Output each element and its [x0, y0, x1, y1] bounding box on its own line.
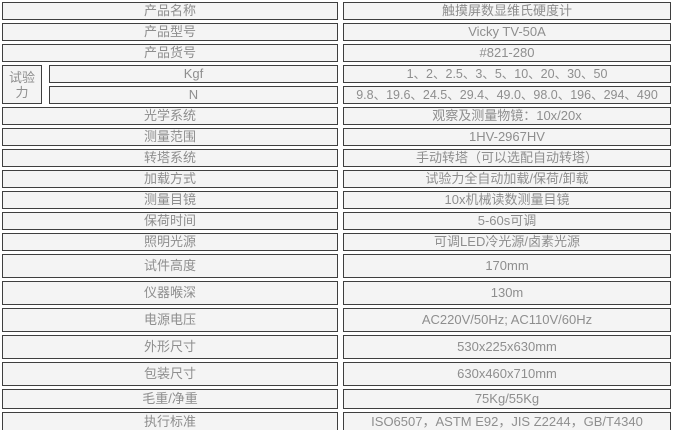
- spec-value: #821-280: [343, 44, 671, 62]
- test-force-group-label: 试验力: [2, 65, 42, 104]
- force-unit-label: Kgf: [49, 65, 338, 83]
- spec-value: 触摸屏数显维氏硬度计: [343, 2, 671, 20]
- spec-value: AC220V/50Hz; AC110V/60Hz: [343, 308, 671, 332]
- spec-row-weight: 毛重/净重 75Kg/55Kg: [2, 389, 671, 409]
- spec-label: 测量目镜: [2, 191, 338, 209]
- spec-label: 试件高度: [2, 254, 338, 278]
- spec-value: 可调LED冷光源/卤素光源: [343, 233, 671, 251]
- force-values: 1、2、2.5、3、5、10、20、30、50: [343, 65, 671, 83]
- spec-row-light-source: 照明光源 可调LED冷光源/卤素光源: [2, 233, 671, 251]
- spec-label: 电源电压: [2, 308, 338, 332]
- spec-row-specimen-height: 试件高度 170mm: [2, 254, 671, 278]
- spec-row-product-name: 产品名称 触摸屏数显维氏硬度计: [2, 2, 671, 20]
- spec-value: Vicky TV-50A: [343, 23, 671, 41]
- spec-value: 试验力全自动加载/保荷/卸载: [343, 170, 671, 188]
- spec-label: 产品型号: [2, 23, 338, 41]
- spec-row-item-number: 产品货号 #821-280: [2, 44, 671, 62]
- spec-value: 130m: [343, 281, 671, 305]
- spec-label: 外形尺寸: [2, 335, 338, 359]
- spec-row-standards: 执行标准 ISO6507，ASTM E92，JIS Z2244，GB/T4340: [2, 412, 671, 430]
- spec-value: 5-60s可调: [343, 212, 671, 230]
- spec-label: 保荷时间: [2, 212, 338, 230]
- spec-label: 测量范围: [2, 128, 338, 146]
- spec-row-power-supply: 电源电压 AC220V/50Hz; AC110V/60Hz: [2, 308, 671, 332]
- spec-value: 75Kg/55Kg: [343, 389, 671, 409]
- spec-row-throat-depth: 仪器喉深 130m: [2, 281, 671, 305]
- test-force-row-kgf: Kgf 1、2、2.5、3、5、10、20、30、50: [49, 65, 671, 83]
- spec-label: 包装尺寸: [2, 362, 338, 386]
- spec-row-measuring-eyepiece: 测量目镜 10x机械读数测量目镜: [2, 191, 671, 209]
- test-force-row-newton: N 9.8、19.6、24.5、29.4、49.0、98.0、196、294、4…: [49, 86, 671, 104]
- spec-value: 1HV-2967HV: [343, 128, 671, 146]
- spec-label: 产品货号: [2, 44, 338, 62]
- spec-label: 转塔系统: [2, 149, 338, 167]
- spec-value: 170mm: [343, 254, 671, 278]
- spec-row-model: 产品型号 Vicky TV-50A: [2, 23, 671, 41]
- spec-label: 毛重/净重: [2, 389, 338, 409]
- spec-row-packing-dimensions: 包装尺寸 630x460x710mm: [2, 362, 671, 386]
- spec-row-turret-system: 转塔系统 手动转塔（可以选配自动转塔）: [2, 149, 671, 167]
- spec-value: 10x机械读数测量目镜: [343, 191, 671, 209]
- spec-row-dwell-time: 保荷时间 5-60s可调: [2, 212, 671, 230]
- spec-label: 仪器喉深: [2, 281, 338, 305]
- force-unit-label: N: [49, 86, 338, 104]
- spec-label: 执行标准: [2, 412, 338, 430]
- force-values: 9.8、19.6、24.5、29.4、49.0、98.0、196、294、490: [343, 86, 671, 104]
- spec-row-measuring-range: 测量范围 1HV-2967HV: [2, 128, 671, 146]
- spec-row-outer-dimensions: 外形尺寸 530x225x630mm: [2, 335, 671, 359]
- spec-value: 530x225x630mm: [343, 335, 671, 359]
- test-force-rows: Kgf 1、2、2.5、3、5、10、20、30、50 N 9.8、19.6、2…: [49, 65, 671, 104]
- spec-value: ISO6507，ASTM E92，JIS Z2244，GB/T4340: [343, 412, 671, 430]
- spec-label: 光学系统: [2, 107, 338, 125]
- spec-value: 手动转塔（可以选配自动转塔）: [343, 149, 671, 167]
- spec-value: 630x460x710mm: [343, 362, 671, 386]
- spec-label: 加载方式: [2, 170, 338, 188]
- test-force-group: 试验力 Kgf 1、2、2.5、3、5、10、20、30、50 N 9.8、19…: [2, 65, 671, 104]
- spec-row-optical-system: 光学系统 观察及测量物镜：10x/20x: [2, 107, 671, 125]
- spec-row-loading-method: 加载方式 试验力全自动加载/保荷/卸载: [2, 170, 671, 188]
- spec-value: 观察及测量物镜：10x/20x: [343, 107, 671, 125]
- spec-label: 照明光源: [2, 233, 338, 251]
- spec-label: 产品名称: [2, 2, 338, 20]
